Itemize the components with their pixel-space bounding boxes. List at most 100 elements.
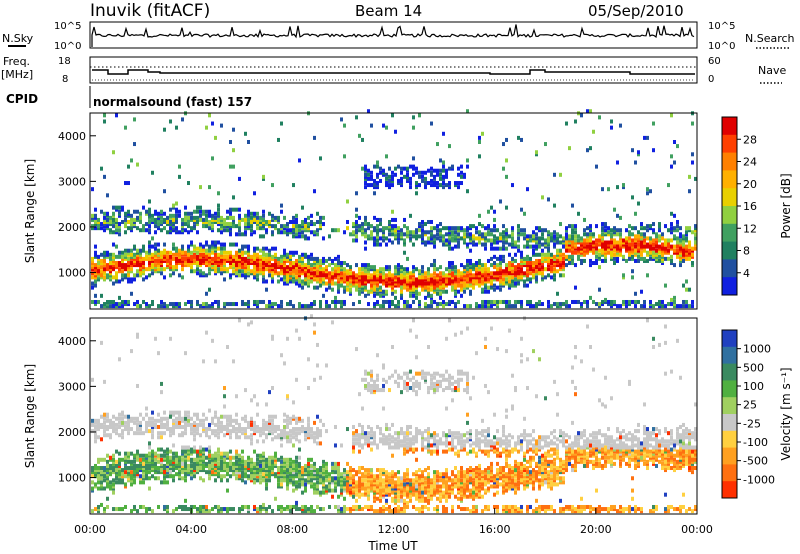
power-ytick-label: 1000 <box>58 267 86 280</box>
power-cell <box>406 267 409 272</box>
power-cell <box>466 158 469 163</box>
velocity-cell <box>211 463 214 468</box>
power-cell <box>379 228 382 233</box>
power-cell <box>196 205 199 210</box>
power-cell <box>694 224 697 229</box>
power-cell <box>229 242 232 247</box>
power-cell <box>490 279 493 284</box>
power-cell <box>628 236 631 241</box>
velocity-cell <box>295 433 298 438</box>
power-cell <box>175 213 178 218</box>
velocity-cell <box>148 470 151 475</box>
velocity-cell <box>286 459 289 464</box>
power-cell <box>583 250 586 255</box>
power-cell <box>280 265 283 270</box>
power-cell <box>244 232 247 237</box>
power-cell <box>391 273 394 278</box>
power-cell <box>565 244 568 249</box>
power-cell <box>526 187 529 192</box>
power-cell <box>271 213 274 218</box>
velocity-cell <box>298 472 301 477</box>
velocity-cell <box>250 463 253 468</box>
power-cell <box>220 261 223 266</box>
power-cell <box>424 277 427 282</box>
power-cell <box>190 211 193 216</box>
velocity-cell <box>175 459 178 464</box>
power-cell <box>439 287 442 292</box>
velocity-cell <box>211 416 214 421</box>
power-cell <box>691 246 694 251</box>
velocity-cell <box>298 474 301 479</box>
power-cell <box>109 261 112 266</box>
power-cell <box>640 226 643 231</box>
power-cell <box>664 240 667 245</box>
power-cell <box>268 248 271 253</box>
power-cell <box>643 244 646 249</box>
power-cell <box>583 228 586 233</box>
power-cell <box>433 279 436 284</box>
velocity-cell <box>253 507 256 512</box>
velocity-cell <box>319 507 322 512</box>
velocity-cell <box>184 472 187 477</box>
power-cell <box>229 207 232 212</box>
power-cell <box>571 236 574 241</box>
power-cell <box>253 219 256 224</box>
velocity-cell <box>271 459 274 464</box>
velocity-cell <box>169 455 172 460</box>
power-cell <box>460 287 463 292</box>
power-cell <box>232 217 235 222</box>
power-cell <box>142 271 145 276</box>
velocity-cell <box>115 416 118 421</box>
power-cell <box>112 275 115 280</box>
power-cell <box>256 302 259 307</box>
power-cell <box>622 302 625 307</box>
velocity-cell <box>235 394 238 399</box>
power-cell <box>343 277 346 282</box>
velocity-cell <box>139 476 142 481</box>
power-cell <box>394 295 397 300</box>
power-cell <box>349 283 352 288</box>
power-cell <box>211 256 214 261</box>
power-cell <box>577 250 580 255</box>
power-cell <box>157 217 160 222</box>
power-cell <box>295 213 298 218</box>
power-cell <box>217 304 220 309</box>
power-cell <box>463 289 466 294</box>
power-cell <box>304 217 307 222</box>
power-cell <box>271 263 274 268</box>
power-cell <box>442 234 445 239</box>
power-cell <box>676 254 679 259</box>
power-cell <box>271 246 274 251</box>
velocity-cell <box>223 404 226 409</box>
velocity-cell <box>226 507 229 512</box>
power-cell <box>418 279 421 284</box>
power-cell <box>232 222 235 227</box>
power-cell <box>538 269 541 274</box>
power-cell <box>631 232 634 237</box>
velocity-cell <box>193 437 196 442</box>
nsky-trace <box>91 24 695 47</box>
velocity-cell <box>304 470 307 475</box>
power-cell <box>127 269 130 274</box>
power-cell <box>313 275 316 280</box>
power-cell <box>613 248 616 253</box>
power-cell <box>355 115 358 120</box>
velocity-cell <box>142 468 145 473</box>
power-cell <box>151 299 154 304</box>
power-cell <box>160 228 163 233</box>
power-cell <box>130 228 133 233</box>
power-cell <box>439 293 442 298</box>
velocity-cell <box>277 476 280 481</box>
power-cell <box>151 267 154 272</box>
velocity-cell <box>118 461 121 466</box>
power-cell <box>331 271 334 276</box>
velocity-cell <box>127 472 130 477</box>
power-cell <box>640 222 643 227</box>
power-cell <box>355 275 358 280</box>
power-cell <box>640 236 643 241</box>
velocity-cell <box>223 386 226 391</box>
velocity-cell <box>115 474 118 479</box>
power-cell <box>535 236 538 241</box>
power-cell <box>280 258 283 263</box>
power-cell <box>148 199 151 204</box>
